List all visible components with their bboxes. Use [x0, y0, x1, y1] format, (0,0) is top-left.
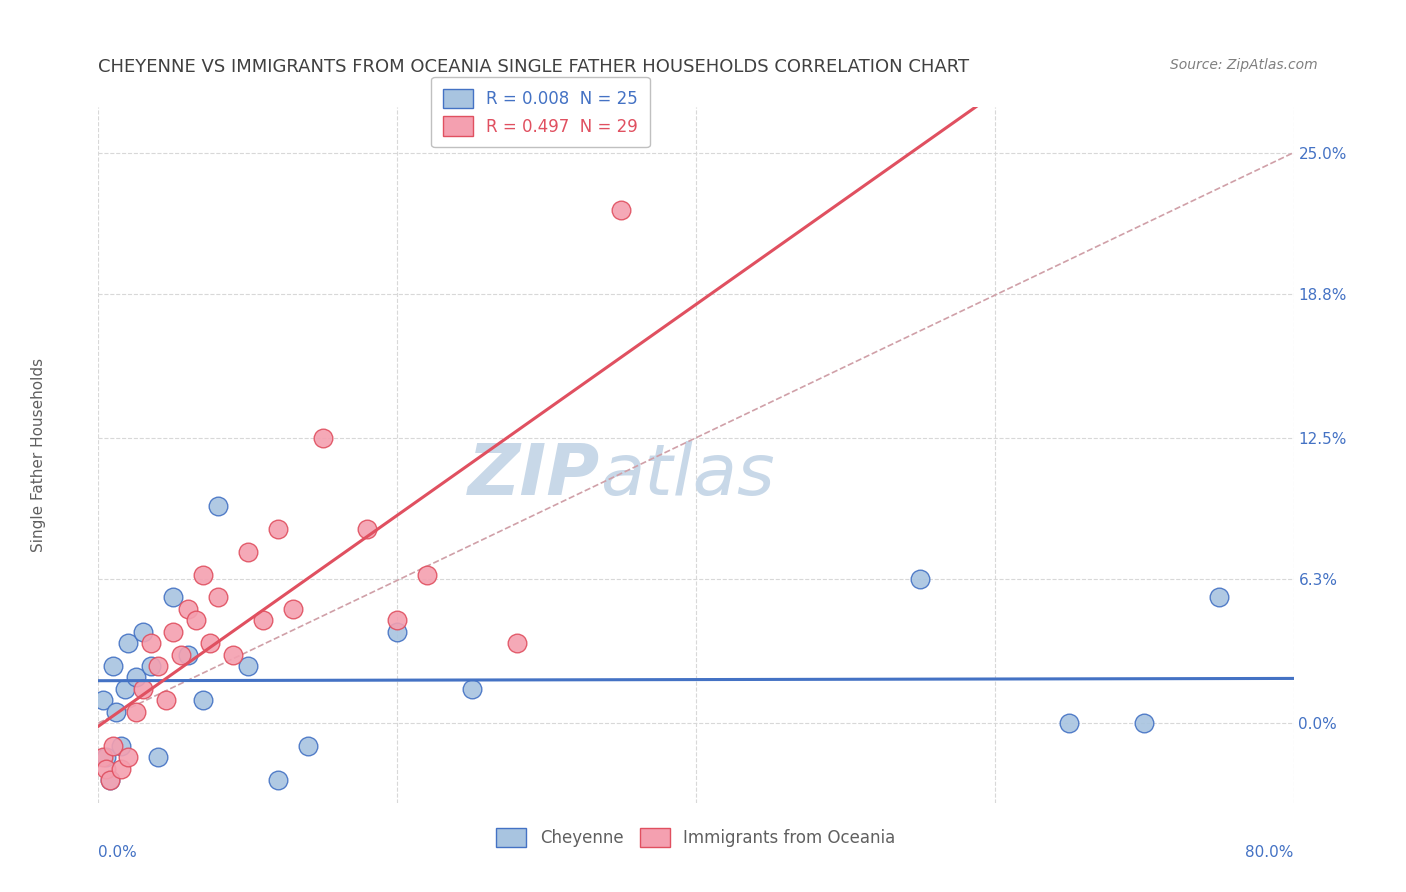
Point — [139, 636, 162, 650]
Point — [162, 624, 184, 639]
Point — [385, 624, 409, 639]
Point — [191, 567, 214, 582]
Point — [252, 613, 274, 627]
Point — [114, 681, 136, 696]
Point — [91, 750, 114, 764]
Point — [356, 522, 378, 536]
Point — [184, 613, 207, 627]
Point — [98, 772, 122, 787]
Point — [110, 739, 132, 753]
Text: ZIP: ZIP — [468, 442, 600, 510]
Point — [416, 567, 439, 582]
Point — [155, 693, 177, 707]
Point — [162, 591, 184, 605]
Text: atlas: atlas — [600, 442, 775, 510]
Text: 80.0%: 80.0% — [1246, 845, 1294, 860]
Point — [117, 636, 139, 650]
Point — [169, 648, 191, 662]
Text: CHEYENNE VS IMMIGRANTS FROM OCEANIA SINGLE FATHER HOUSEHOLDS CORRELATION CHART: CHEYENNE VS IMMIGRANTS FROM OCEANIA SING… — [98, 58, 970, 77]
Point — [200, 636, 222, 650]
Point — [1059, 715, 1081, 730]
Point — [125, 705, 148, 719]
Point — [132, 624, 155, 639]
Point — [98, 772, 122, 787]
Point — [207, 591, 229, 605]
Point — [908, 572, 931, 586]
Point — [1208, 591, 1230, 605]
Point — [191, 693, 214, 707]
Point — [385, 613, 409, 627]
Text: Source: ZipAtlas.com: Source: ZipAtlas.com — [1170, 58, 1317, 72]
Point — [117, 750, 139, 764]
Point — [148, 659, 170, 673]
Point — [110, 762, 132, 776]
Legend: Cheyenne, Immigrants from Oceania: Cheyenne, Immigrants from Oceania — [486, 818, 905, 857]
Point — [103, 659, 125, 673]
Point — [311, 431, 333, 445]
Point — [267, 772, 290, 787]
Point — [297, 739, 319, 753]
Point — [281, 602, 304, 616]
Point — [610, 202, 633, 217]
Point — [94, 750, 117, 764]
Point — [91, 693, 114, 707]
Point — [267, 522, 290, 536]
Point — [132, 681, 155, 696]
Point — [105, 705, 128, 719]
Point — [103, 739, 125, 753]
Point — [461, 681, 484, 696]
Point — [125, 670, 148, 684]
Text: 0.0%: 0.0% — [98, 845, 138, 860]
Point — [236, 659, 259, 673]
Point — [139, 659, 162, 673]
Point — [1133, 715, 1156, 730]
Point — [506, 636, 529, 650]
Point — [177, 602, 200, 616]
Point — [177, 648, 200, 662]
Point — [236, 545, 259, 559]
Point — [222, 648, 245, 662]
Point — [207, 500, 229, 514]
Text: Single Father Households: Single Father Households — [31, 358, 46, 552]
Point — [148, 750, 170, 764]
Point — [94, 762, 117, 776]
